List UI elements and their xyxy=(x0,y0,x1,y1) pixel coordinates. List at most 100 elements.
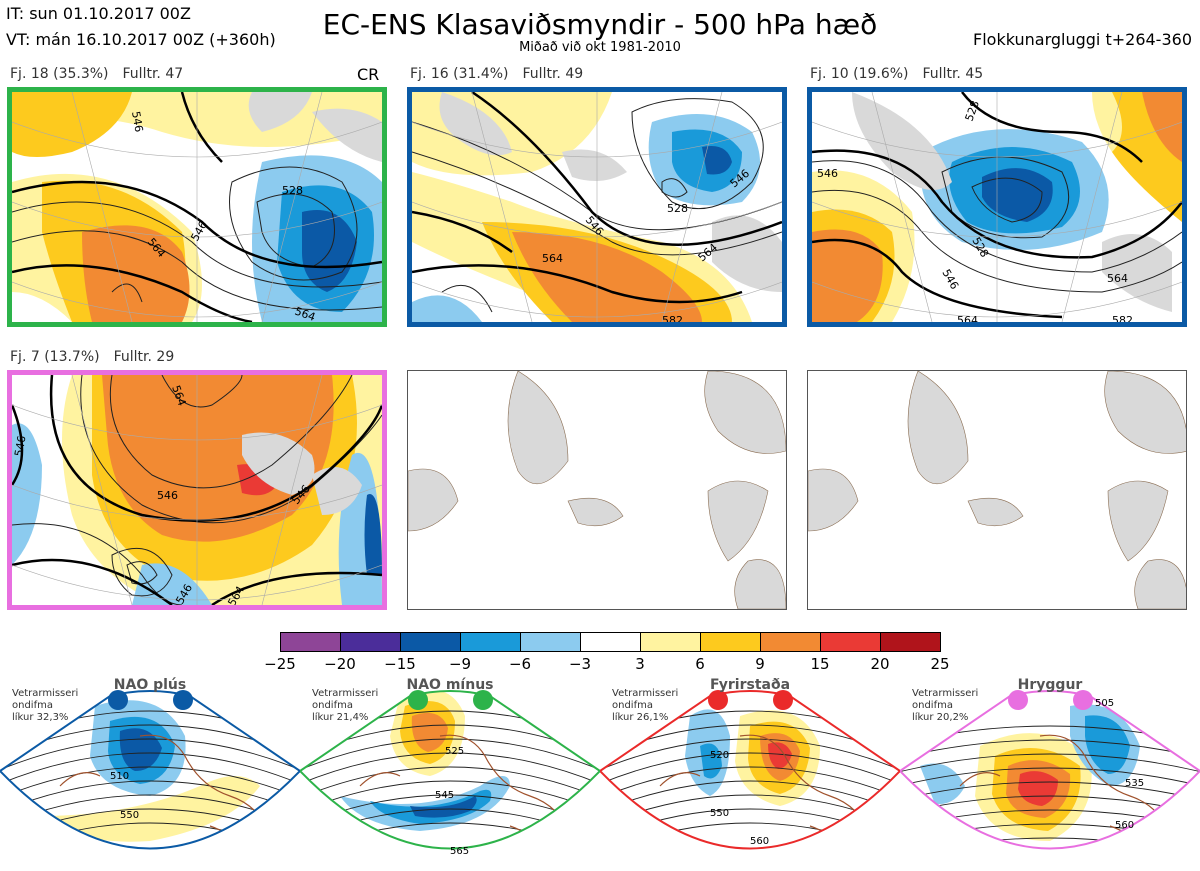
colorbar-swatch-4 xyxy=(520,632,581,652)
regime-3-contour-line-1 xyxy=(900,739,1200,761)
regime-0-border xyxy=(0,690,300,850)
panel-2-contour-1: 564 xyxy=(542,252,563,265)
colorbar-swatch-5 xyxy=(580,632,641,652)
anomaly-colorbar xyxy=(280,632,941,652)
colorbar-swatch-10 xyxy=(880,632,941,652)
regime-3-contour-line-2 xyxy=(900,753,1200,775)
regime-0-contour-line-4 xyxy=(0,766,300,803)
page-subtitle: Miðað við okt 1981-2010 xyxy=(519,40,681,55)
panel-1-contour-4: 564 xyxy=(293,305,317,322)
regime-1-contour-2: 565 xyxy=(450,846,469,857)
regime-3-contour-line-4 xyxy=(900,781,1200,803)
colorbar-swatch-1 xyxy=(340,632,401,652)
regime-2-contour-2: 560 xyxy=(750,836,769,847)
regime-2-dot-0 xyxy=(708,690,728,710)
colorbar-swatch-0 xyxy=(280,632,341,652)
regime-1-contour-line-4 xyxy=(300,766,600,803)
classification-window: Flokkunargluggi t+264-360 xyxy=(973,30,1192,49)
regime-3-contour-line-3 xyxy=(900,767,1200,789)
page-title: EC-ENS Klasaviðsmyndir - 500 hPa hæð xyxy=(322,8,878,41)
regime-1-dot-1 xyxy=(473,690,493,710)
colorbar-label-6: 3 xyxy=(635,655,645,673)
cluster-map-1[interactable]: 546 564 528 546 564 xyxy=(7,87,387,327)
initial-time: IT: sun 01.10.2017 00Z xyxy=(6,4,191,23)
regime-2-contour-line-3 xyxy=(600,752,900,789)
regime-2-contour-1: 550 xyxy=(710,808,729,819)
regime-0-contour-line-2 xyxy=(0,738,300,775)
colorbar-label-5: −3 xyxy=(568,655,592,673)
panel-3-contour-6: 582 xyxy=(1112,314,1133,322)
panel-2-contour-5: 582 xyxy=(662,314,683,322)
colorbar-swatch-9 xyxy=(820,632,881,652)
panel-3-label: Fj. 10 (19.6%) Fulltr. 45 xyxy=(810,66,983,82)
regime-1-anomaly-4 xyxy=(370,789,492,824)
panel-3-contour-5: 564 xyxy=(957,314,978,322)
regime-0-contour-0: 510 xyxy=(110,771,129,782)
panel-4-contour-2: 546 xyxy=(157,489,178,502)
regime-3-dot-1 xyxy=(1073,690,1093,710)
colorbar-swatch-8 xyxy=(760,632,821,652)
cluster-map-2[interactable]: 546 564 528 546 564 582 xyxy=(407,87,787,327)
panel-2-fj: Fj. 16 (31.4%) xyxy=(410,66,509,82)
regime-3-contour-2: 560 xyxy=(1115,820,1134,831)
panel-3-fulltr: Fulltr. 45 xyxy=(922,66,984,82)
colorbar-label-4: −6 xyxy=(508,655,532,673)
panel-2-contour-2: 528 xyxy=(667,202,688,215)
regime-1-contour-0: 525 xyxy=(445,746,464,757)
colorbar-swatch-7 xyxy=(700,632,761,652)
regime-3-border xyxy=(900,690,1200,850)
regime-1-border xyxy=(300,690,600,850)
regime-0-name: NAO plús xyxy=(113,677,187,693)
regime-3-contour-line-8 xyxy=(900,837,1200,849)
regime-3-dot-0 xyxy=(1008,690,1028,710)
panel-2-fulltr: Fulltr. 49 xyxy=(522,66,584,82)
panel-1-fulltr: Fulltr. 47 xyxy=(122,66,184,82)
colorbar-swatch-6 xyxy=(640,632,701,652)
regime-3-contour-1: 535 xyxy=(1125,778,1144,789)
valid-time: VT: mán 16.10.2017 00Z (+360h) xyxy=(6,30,276,49)
panel-4-contour-1: 546 xyxy=(12,435,28,458)
regime-0-contour-1: 550 xyxy=(120,810,139,821)
colorbar-label-1: −20 xyxy=(324,655,356,673)
regime-2-contour-line-4 xyxy=(600,766,900,803)
panel-4-label: Fj. 7 (13.7%) Fulltr. 29 xyxy=(10,349,174,365)
regime-2[interactable]: 520 550 560 xyxy=(600,676,900,871)
regime-1-anomaly-3 xyxy=(340,776,510,831)
colorbar-label-8: 9 xyxy=(755,655,765,673)
panel-3-contour-1: 546 xyxy=(817,167,838,180)
panel-1-contour-2: 528 xyxy=(282,184,303,197)
colorbar-label-7: 6 xyxy=(695,655,705,673)
colorbar-label-3: −9 xyxy=(448,655,472,673)
panel-4-fj: Fj. 7 (13.7%) xyxy=(10,349,100,365)
regime-3-name: Hryggur xyxy=(1017,677,1083,693)
cluster-map-3[interactable]: 528 546 528 546 564 564 582 xyxy=(807,87,1187,327)
colorbar-label-0: −25 xyxy=(264,655,296,673)
cluster-map-4[interactable]: 564 546 546 546 546 564 xyxy=(7,370,387,610)
regime-2-contour-line-2 xyxy=(600,738,900,775)
empty-map-5 xyxy=(407,370,787,610)
regime-1-contour-line-3 xyxy=(300,752,600,789)
colorbar-label-10: 20 xyxy=(870,655,890,673)
regime-2-note: Vetrarmisseri ondifma líkur 26,1% xyxy=(612,688,679,723)
regime-3-contour-0: 505 xyxy=(1095,698,1114,709)
panel-3-fj: Fj. 10 (19.6%) xyxy=(810,66,909,82)
panel-2-label: Fj. 16 (31.4%) Fulltr. 49 xyxy=(410,66,583,82)
panel-1-fj: Fj. 18 (35.3%) xyxy=(10,66,109,82)
regime-1-contour-line-2 xyxy=(300,738,600,775)
regime-0-contour-line-3 xyxy=(0,752,300,789)
regime-0-dot-0 xyxy=(108,690,128,710)
regime-0[interactable]: 510 550 xyxy=(0,676,300,871)
colorbar-label-2: −15 xyxy=(384,655,416,673)
regime-0-dot-1 xyxy=(173,690,193,710)
regime-1[interactable]: 525 545 565 xyxy=(300,676,600,871)
regime-3-anomaly-3 xyxy=(1018,771,1058,806)
regime-1-dot-0 xyxy=(408,690,428,710)
regime-1-contour-1: 545 xyxy=(435,790,454,801)
colorbar-swatch-3 xyxy=(460,632,521,652)
regime-1-anomaly-2 xyxy=(411,712,448,752)
colorbar-label-9: 15 xyxy=(810,655,830,673)
cr-label: CR xyxy=(357,65,380,84)
panel-3-contour-4: 564 xyxy=(1107,272,1128,285)
regime-2-contour-0: 520 xyxy=(710,750,729,761)
regime-3[interactable]: 505 535 560 xyxy=(900,676,1200,871)
